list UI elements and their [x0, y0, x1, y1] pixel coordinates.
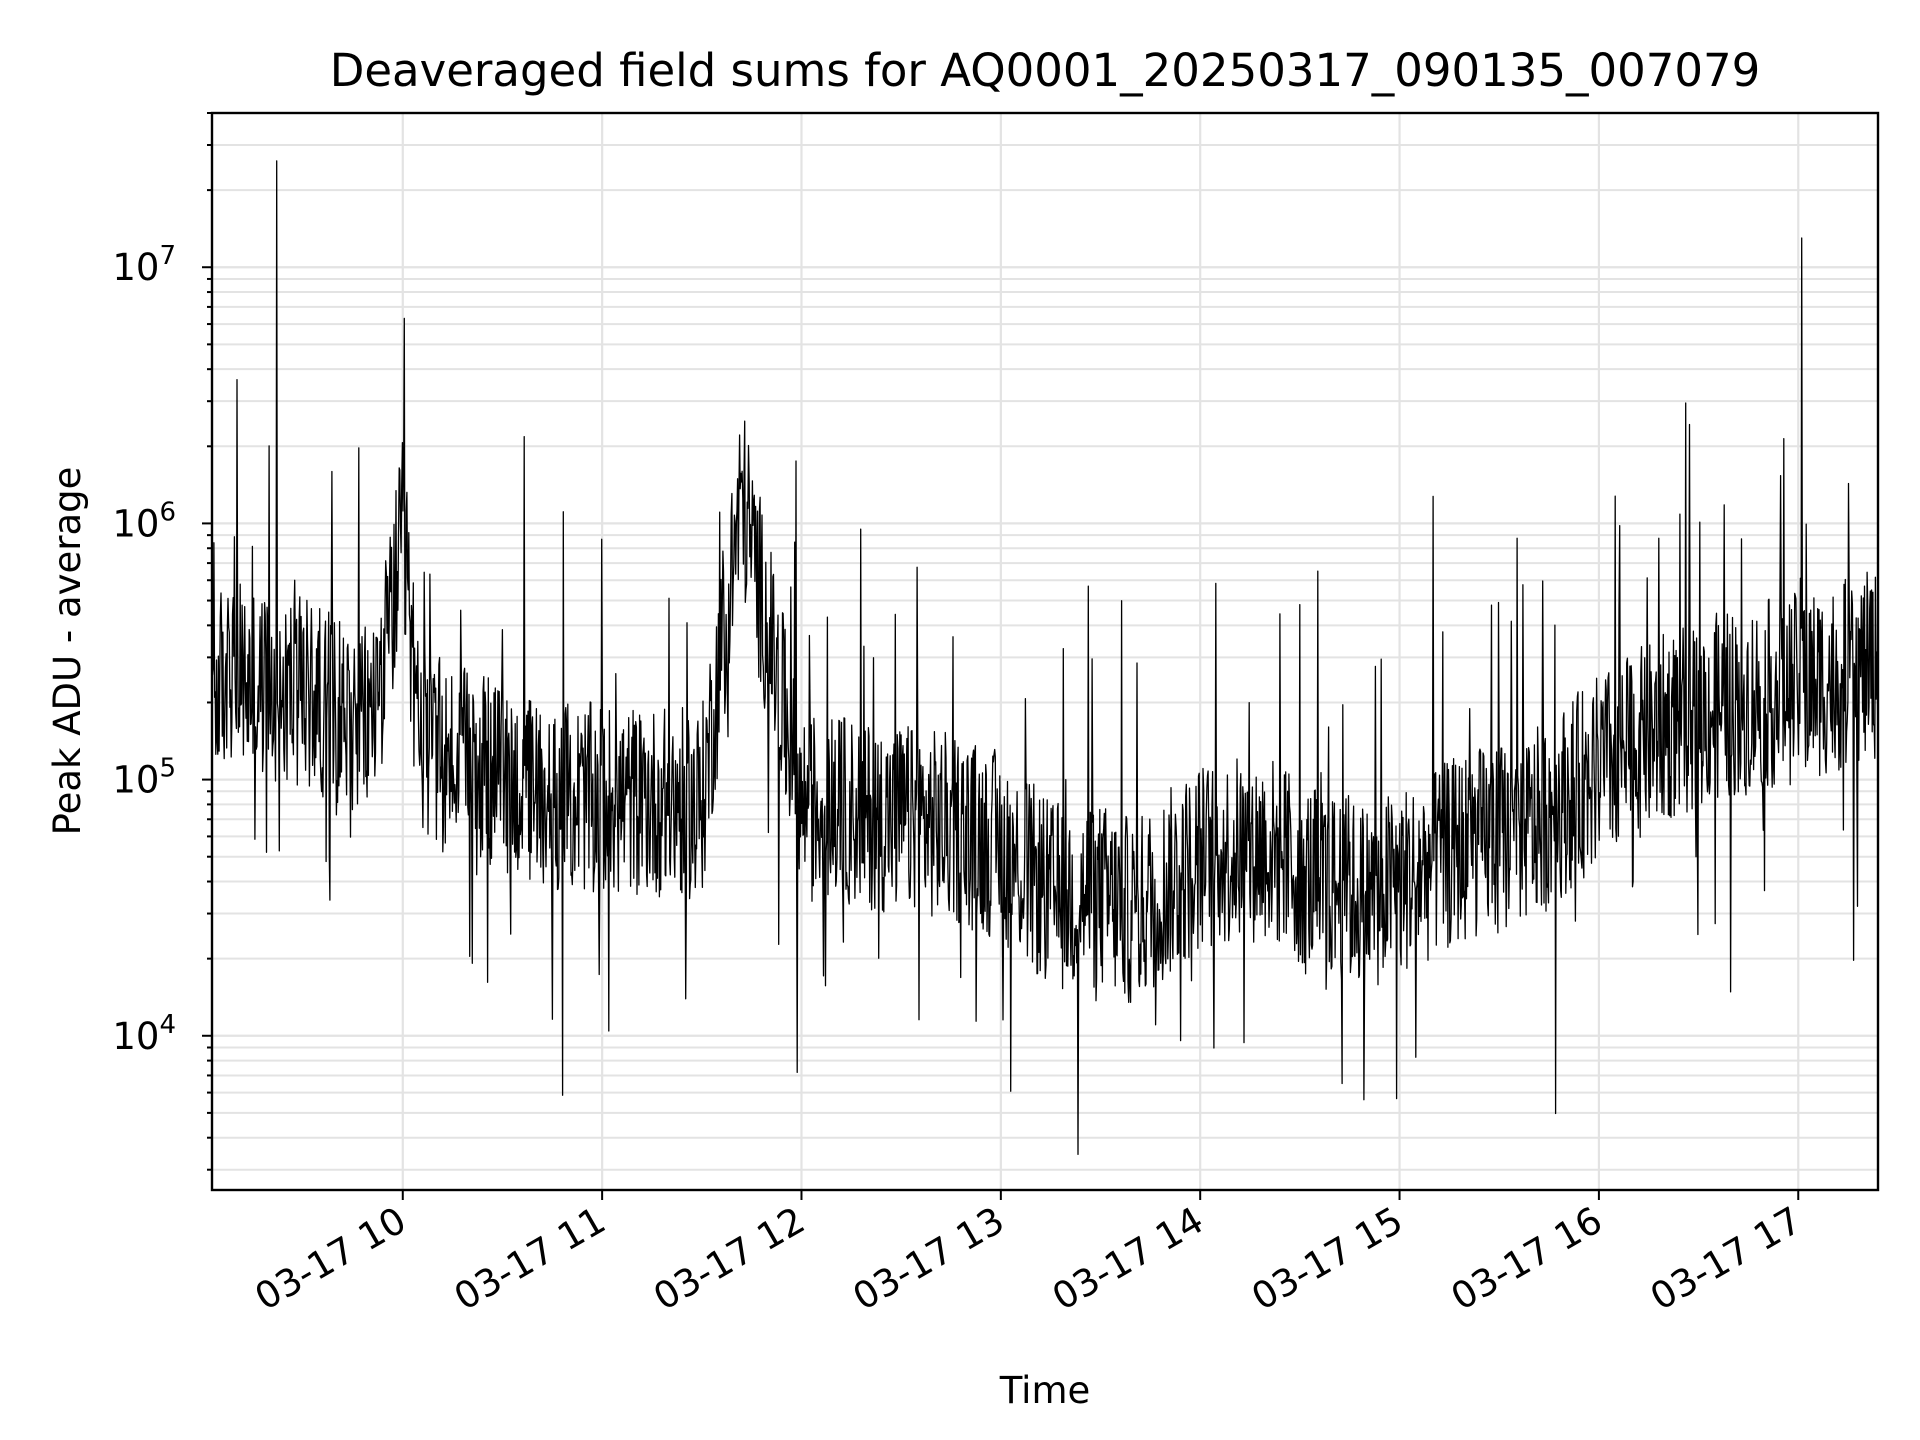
x-axis-label: Time	[999, 1369, 1091, 1412]
y-axis: 104 105 106 107	[112, 112, 212, 1171]
plot-frame	[210, 111, 1880, 1192]
y-tick-label: 107	[112, 241, 176, 289]
y-axis-label: Peak ADU - average	[46, 467, 89, 836]
x-tick-label: 03-17 10	[248, 1199, 414, 1319]
x-tick-label: 03-17 15	[1244, 1199, 1410, 1319]
x-tick-label: 03-17 17	[1643, 1199, 1809, 1319]
x-tick-label: 03-17 16	[1444, 1199, 1610, 1319]
grid	[212, 112, 1878, 1190]
y-tick-label: 104	[112, 1010, 176, 1058]
x-axis: 03-17 10 03-17 11 03-17 12 03-17 13 03-17 14…	[248, 1190, 1809, 1319]
x-tick-label: 03-17 14	[1045, 1199, 1211, 1319]
x-tick-label: 03-17 13	[846, 1199, 1012, 1319]
x-tick-label: 03-17 11	[447, 1199, 613, 1319]
chart-title: Deaveraged field sums for AQ0001_2025031…	[330, 44, 1761, 97]
y-tick-label: 106	[112, 497, 176, 545]
series-line	[211, 160, 1879, 1156]
y-tick-label: 105	[112, 754, 176, 802]
x-tick-label: 03-17 12	[646, 1199, 812, 1319]
plot-area	[211, 160, 1879, 1156]
